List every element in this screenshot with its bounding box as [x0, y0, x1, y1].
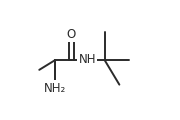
- Text: NH₂: NH₂: [44, 82, 66, 95]
- Text: NH: NH: [79, 54, 96, 66]
- Text: O: O: [67, 28, 76, 41]
